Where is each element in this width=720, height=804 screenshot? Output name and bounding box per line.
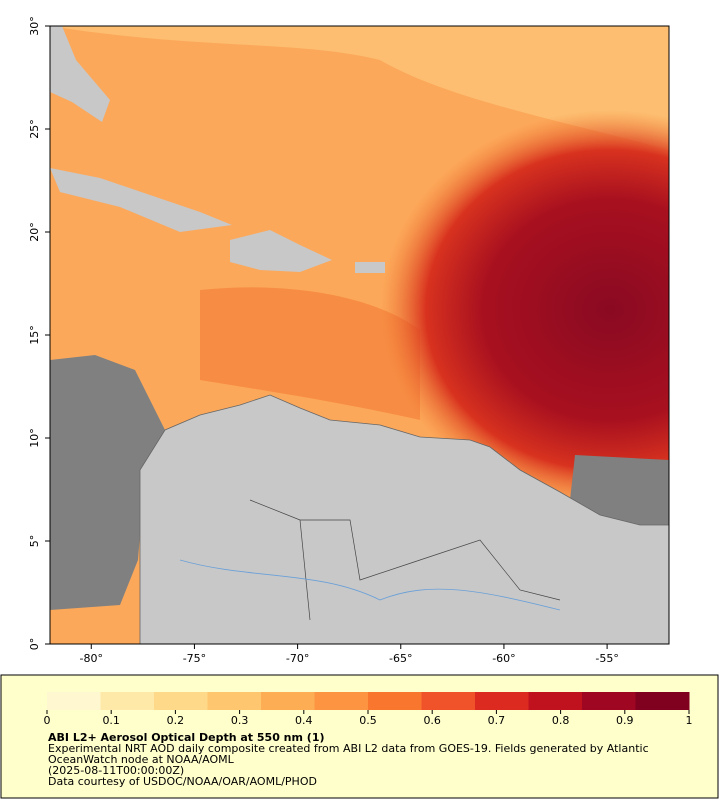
map-image — [50, 26, 669, 644]
colorbar-tick-label: 0.6 — [423, 714, 441, 727]
colorbar-tick-label: 0.3 — [231, 714, 249, 727]
colorbar-swatch — [100, 692, 155, 710]
y-tick-label: 0° — [28, 638, 41, 651]
caption-line: Data courtesy of USDOC/NOAA/OAR/AOML/PHO… — [48, 775, 317, 788]
y-tick-label: 20° — [28, 222, 41, 242]
colorbar-swatch — [261, 692, 315, 710]
colorbar-tick-label: 1 — [686, 714, 693, 727]
caption-line: (2025-08-11T00:00:00Z) — [48, 764, 184, 777]
y-tick-label: 25° — [28, 119, 41, 139]
colorbar-swatch — [207, 692, 262, 710]
x-tick-label: -60° — [492, 652, 515, 665]
y-tick-label: 5° — [28, 535, 41, 548]
colorbar-tick-label: 0.9 — [616, 714, 634, 727]
colorbar-tick-label: 0.5 — [359, 714, 377, 727]
x-tick-label: -55° — [595, 652, 618, 665]
x-tick-label: -80° — [80, 652, 103, 665]
colorbar-swatch — [582, 692, 636, 710]
caption-title: ABI L2+ Aerosol Optical Depth at 550 nm … — [48, 731, 325, 744]
caption-line: Experimental NRT AOD daily composite cre… — [48, 742, 649, 755]
caption-line: OceanWatch node at NOAA/AOML — [48, 753, 235, 766]
colorbar-swatch — [475, 692, 529, 710]
colorbar-swatch — [528, 692, 583, 710]
colorbar-tick-label: 0.4 — [295, 714, 313, 727]
colorbar-swatch — [368, 692, 422, 710]
y-tick-label: 10° — [28, 428, 41, 448]
y-tick-label: 30° — [28, 16, 41, 36]
colorbar-swatch — [635, 692, 690, 710]
colorbar-tick-label: 0 — [44, 714, 51, 727]
colorbar-tick-label: 0.1 — [102, 714, 120, 727]
colorbar-swatch — [154, 692, 208, 710]
colorbar-tick-label: 0.2 — [167, 714, 185, 727]
colorbar-tick-label: 0.7 — [488, 714, 506, 727]
x-tick-label: -75° — [183, 652, 206, 665]
x-tick-label: -65° — [389, 652, 412, 665]
colorbar-tick-label: 0.8 — [552, 714, 570, 727]
x-tick-label: -70° — [286, 652, 309, 665]
y-tick-label: 15° — [28, 325, 41, 345]
colorbar-swatch — [47, 692, 101, 710]
colorbar-swatch — [421, 692, 476, 710]
colorbar-swatch — [314, 692, 369, 710]
